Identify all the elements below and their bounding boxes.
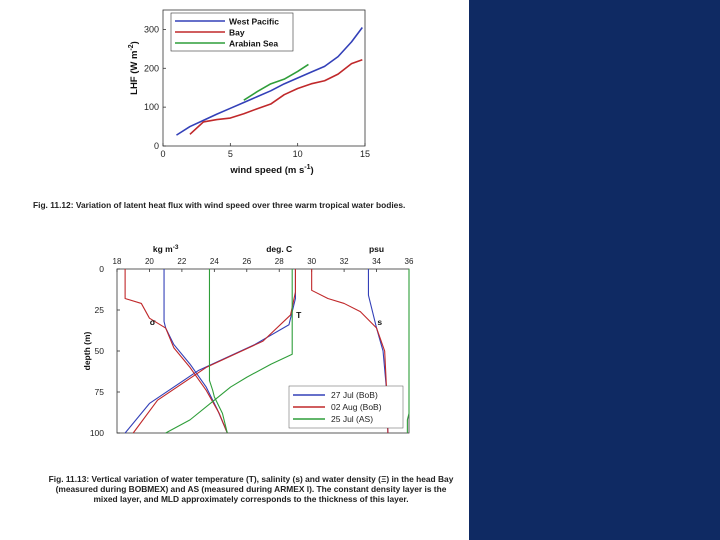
unit-label-part: kg m <box>153 244 173 254</box>
legend-label: 27 Jul (BoB) <box>331 390 378 400</box>
profile-line-1-0 <box>124 269 228 434</box>
x-axis-label-part: -1 <box>304 164 310 171</box>
x-tick-label: 0 <box>160 149 165 159</box>
y-axis-label-part: -2 <box>128 44 135 50</box>
x-axis-label: wind speed (m s-1) <box>229 164 313 176</box>
top-tick-label: 30 <box>307 257 316 266</box>
series-line-1 <box>189 58 363 135</box>
legend-label: Arabian Sea <box>229 39 278 49</box>
y-tick-label: 300 <box>144 24 159 34</box>
depth-tick-label: 100 <box>90 428 104 438</box>
top-tick-label: 28 <box>275 257 284 266</box>
top-tick-label: 36 <box>405 257 414 266</box>
y-tick-label: 100 <box>144 102 159 112</box>
legend-label: 25 Jul (AS) <box>331 414 373 424</box>
top-tick-label: 20 <box>145 257 154 266</box>
legend-label: Bay <box>229 28 245 38</box>
y-axis-label-part: ) <box>129 41 140 44</box>
depth-axis-label: depth (m) <box>82 331 92 370</box>
x-tick-label: 10 <box>293 149 303 159</box>
top-tick-label: 24 <box>210 257 219 266</box>
profile-label: σ <box>150 317 156 327</box>
unit-label: deg. C <box>266 244 292 254</box>
series-line-2 <box>243 63 309 101</box>
unit-label-part: psu <box>369 244 384 254</box>
profile-line-2-1 <box>165 269 293 434</box>
profile-label: T <box>296 310 302 320</box>
profile-line-2-0 <box>208 269 228 434</box>
depth-tick-label: 0 <box>99 264 104 274</box>
profile-line-1-2 <box>311 269 389 434</box>
plot-frame <box>162 9 366 147</box>
profile-line-0-1 <box>124 269 296 434</box>
unit-label: psu <box>369 244 384 254</box>
unit-label-part: -3 <box>173 244 179 251</box>
x-axis-label-part: ) <box>310 165 313 176</box>
profile-line-0-0 <box>163 269 228 434</box>
top-tick-label: 34 <box>372 257 381 266</box>
depth-tick-label: 75 <box>95 387 105 397</box>
depth-tick-label: 50 <box>95 346 105 356</box>
depth-profile-chart: 18 20 22 24 26 28 30 32 34 36 0 25 50 75 100 depth (m) k… <box>82 244 414 438</box>
x-axis-label-part: wind speed (m s <box>229 165 304 176</box>
unit-label-part: deg. C <box>266 244 292 254</box>
top-tick-label: 26 <box>242 257 251 266</box>
depth-tick-label: 25 <box>95 305 105 315</box>
figure-caption-11-13: Fig. 11.13: Vertical variation of water … <box>48 474 454 504</box>
y-axis-label: LHF (W m-2) <box>128 41 140 95</box>
top-tick-label: 22 <box>177 257 186 266</box>
series-line-0 <box>176 27 363 136</box>
top-tick-label: 32 <box>340 257 349 266</box>
profile-line-1-1 <box>132 269 296 434</box>
unit-label: kg m-3 <box>153 244 179 254</box>
x-tick-label: 15 <box>360 149 370 159</box>
figure-caption-11-12: Fig. 11.12: Variation of latent heat flu… <box>33 200 406 210</box>
y-axis-label-part: LHF (W m <box>129 51 140 95</box>
legend-label: 02 Aug (BoB) <box>331 402 382 412</box>
top-tick-label: 18 <box>113 257 122 266</box>
y-tick-label: 0 <box>154 141 159 151</box>
y-tick-label: 200 <box>144 63 159 73</box>
profile-line-2-2 <box>406 269 410 433</box>
x-tick-label: 5 <box>228 149 233 159</box>
side-panel <box>469 0 720 540</box>
legend-label: West Pacific <box>229 17 279 27</box>
profile-label: s <box>377 317 382 327</box>
